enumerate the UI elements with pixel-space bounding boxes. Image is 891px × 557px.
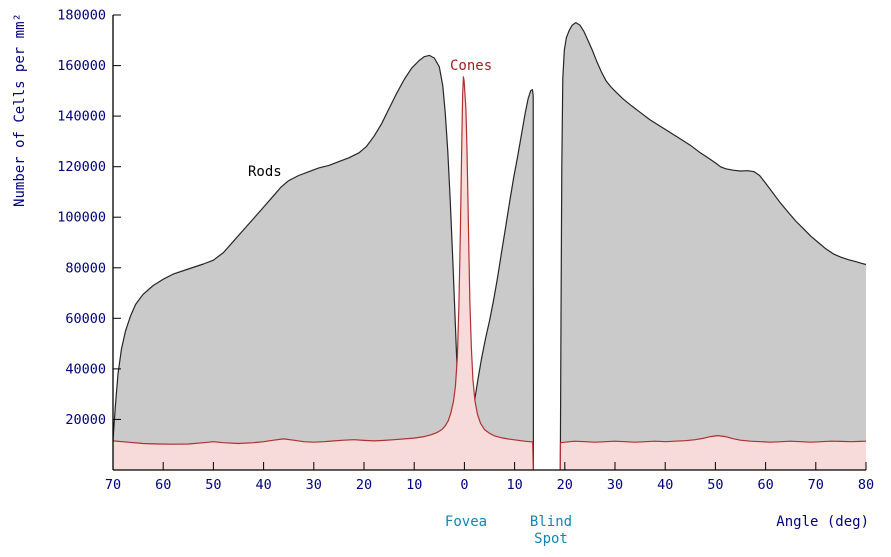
x-tick-label: 70 <box>808 477 824 493</box>
rods-curve <box>112 54 462 471</box>
y-tick-label: 180000 <box>57 8 106 24</box>
rods-area <box>560 22 866 470</box>
cones-curve <box>112 76 534 471</box>
y-tick-label: 80000 <box>65 260 106 276</box>
x-tick-label: 60 <box>757 477 773 493</box>
blind-spot-label-line1: Blind <box>530 514 572 530</box>
blind-spot-label-line2: Spot <box>534 531 568 547</box>
rods-area <box>467 89 534 470</box>
x-tick-label: 80 <box>858 477 874 493</box>
chart-series-areas <box>112 22 867 471</box>
x-axis-title: Angle (deg) <box>776 514 869 530</box>
x-tick-label: 0 <box>460 477 468 493</box>
chart-axes: 70 60 50 40 30 20 10 0 10 20 30 40 50 60 70 80 20000 4000… <box>57 8 874 494</box>
x-tick-label: 30 <box>607 477 623 493</box>
rods-series-label: Rods <box>248 164 282 180</box>
y-tick-label: 120000 <box>57 159 106 175</box>
cones-curve <box>559 435 867 471</box>
x-tick-label: 10 <box>506 477 522 493</box>
x-tick-label: 50 <box>707 477 723 493</box>
y-axis-title: Number of Cells per mm² <box>12 13 28 207</box>
x-tick-label: 40 <box>657 477 673 493</box>
x-tick-label: 20 <box>356 477 372 493</box>
x-tick-label: 70 <box>105 477 121 493</box>
y-tick-label: 20000 <box>65 412 106 428</box>
x-tick-label: 30 <box>306 477 322 493</box>
rods-curve <box>559 22 867 471</box>
y-tick-label: 160000 <box>57 58 106 74</box>
y-tick-label: 60000 <box>65 311 106 327</box>
cones-area <box>560 435 866 470</box>
x-tick-label: 10 <box>406 477 422 493</box>
y-tick-label: 40000 <box>65 361 106 377</box>
x-tick-label: 60 <box>155 477 171 493</box>
cones-series-label: Cones <box>450 58 492 74</box>
x-tick-label: 20 <box>557 477 573 493</box>
y-tick-label: 100000 <box>57 210 106 226</box>
rods-curve <box>467 89 534 471</box>
x-tick-label: 50 <box>205 477 221 493</box>
fovea-label: Fovea <box>445 514 487 530</box>
rods-area <box>113 55 462 471</box>
y-tick-label: 140000 <box>57 109 106 125</box>
x-tick-label: 40 <box>255 477 271 493</box>
